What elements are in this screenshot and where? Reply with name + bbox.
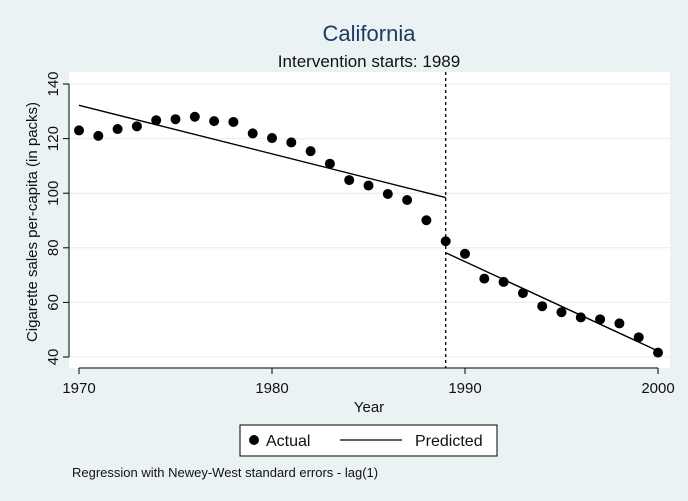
x-tick-label-1980: 1980 <box>255 380 288 397</box>
predicted-line-segment-2 <box>445 252 659 352</box>
actual-point-1978 <box>228 116 239 127</box>
actual-point-1973 <box>131 121 142 132</box>
chart-title: California <box>323 21 417 46</box>
actual-point-2000 <box>653 347 663 358</box>
actual-point-1981 <box>286 137 297 148</box>
axes <box>63 83 659 374</box>
actual-point-1976 <box>189 111 200 122</box>
actual-point-1971 <box>93 130 104 141</box>
y-tick-label-100: 100 <box>45 181 62 206</box>
actual-point-1994 <box>537 301 548 312</box>
grid <box>69 83 670 358</box>
actual-point-1975 <box>170 114 181 125</box>
y-tick-label-40: 40 <box>45 349 62 366</box>
legend: Actual Predicted <box>239 424 498 457</box>
actual-point-1995 <box>556 307 567 318</box>
actual-point-1983 <box>324 158 335 169</box>
actual-point-1996 <box>575 312 586 323</box>
actual-point-1985 <box>363 180 374 191</box>
actual-point-1974 <box>151 115 162 126</box>
actual-point-1990 <box>460 248 470 259</box>
actual-point-1997 <box>595 314 606 325</box>
actual-point-1972 <box>112 124 123 135</box>
actual-point-1987 <box>402 195 413 206</box>
actual-point-1982 <box>305 146 316 157</box>
y-tick-label-140: 140 <box>45 71 62 96</box>
x-tick-label-1990: 1990 <box>448 380 481 397</box>
chart-note: Regression with Newey-West standard erro… <box>72 465 378 480</box>
x-tick-label-2000: 2000 <box>641 380 674 397</box>
y-tick-label-60: 60 <box>45 294 62 311</box>
predicted-line-segment-1 <box>78 104 446 199</box>
series <box>74 72 663 368</box>
legend-actual-label: Actual <box>266 433 310 450</box>
legend-actual-marker <box>249 435 259 445</box>
actual-point-1980 <box>267 133 277 144</box>
actual-point-1984 <box>344 175 355 186</box>
actual-point-1970 <box>74 125 84 136</box>
x-axis-title: Year <box>354 399 384 416</box>
actual-point-1998 <box>614 318 625 329</box>
chart-subtitle: Intervention starts: 1989 <box>278 52 460 71</box>
actual-point-1993 <box>517 288 528 299</box>
legend-predicted-label: Predicted <box>415 433 483 450</box>
plot-background <box>69 72 670 368</box>
actual-point-1999 <box>633 332 644 343</box>
actual-point-1988 <box>421 215 432 226</box>
tick-labels: 40 60 80 100 120 140 1970 1980 1990 2000 <box>45 71 675 397</box>
actual-point-1986 <box>382 189 393 200</box>
y-tick-label-80: 80 <box>45 239 62 256</box>
x-tick-label-1970: 1970 <box>62 380 95 397</box>
actual-point-1979 <box>247 128 258 139</box>
actual-point-1991 <box>479 273 490 284</box>
actual-point-1992 <box>498 276 509 287</box>
actual-point-1977 <box>209 116 220 127</box>
actual-point-1989 <box>440 236 451 247</box>
y-tick-label-120: 120 <box>45 126 62 151</box>
y-axis-title: Cigarette sales per-capita (in packs) <box>24 102 41 342</box>
